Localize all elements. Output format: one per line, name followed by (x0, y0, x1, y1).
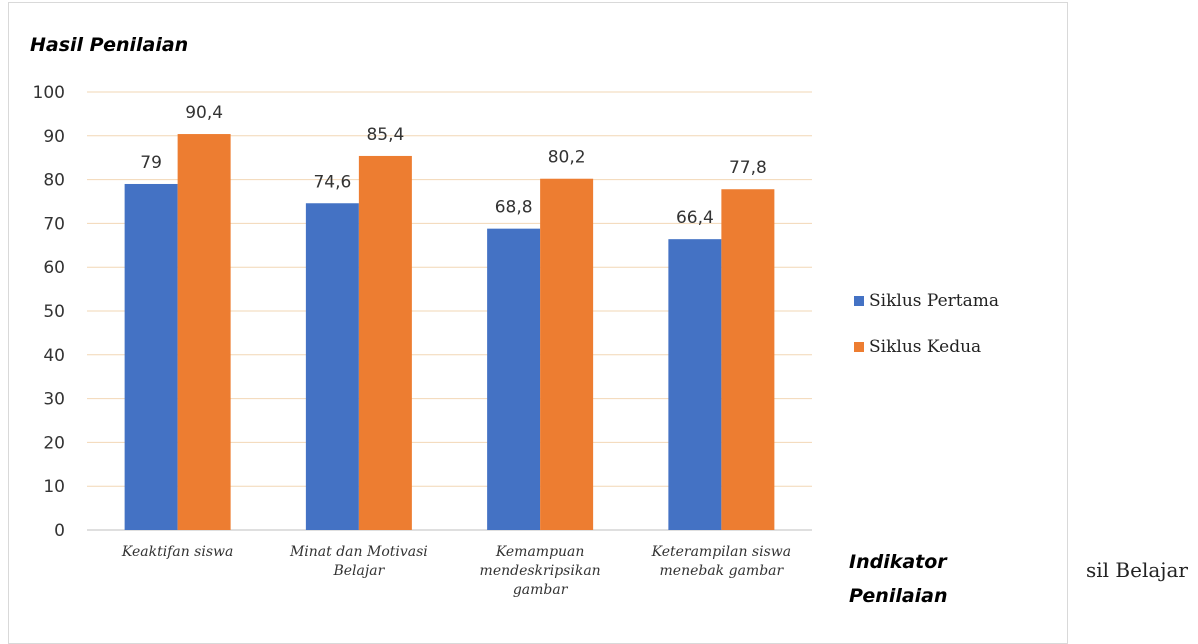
category-label-line: mendeskripsikan (480, 563, 601, 579)
category-label: Kemampuan mendeskripsikan gambar (480, 544, 601, 598)
data-label: 90,4 (185, 103, 223, 123)
category-label-line: Belajar (332, 563, 385, 579)
data-label: 85,4 (366, 125, 404, 145)
y-tick-label: 60 (43, 258, 65, 278)
bar-siklus-kedua (540, 178, 594, 530)
y-tick-label: 90 (43, 127, 65, 147)
category-label-line: gambar (513, 582, 569, 598)
bar-siklus-pertama (668, 239, 722, 530)
x-axis-title-line: Indikator (849, 551, 948, 573)
y-tick-label: 10 (43, 477, 65, 497)
data-label: 74,6 (313, 172, 351, 192)
bar-siklus-kedua (177, 134, 231, 530)
y-axis-ticks: 0 10 20 30 40 50 60 70 80 90 100 (33, 83, 65, 541)
data-labels: 79 90,4 74,6 85,4 68,8 80,2 66,4 77,8 (140, 103, 767, 228)
bar-siklus-pertama (305, 203, 359, 530)
legend-label: Siklus Pertama (869, 291, 999, 311)
legend-swatch (854, 296, 864, 306)
category-label-line: Keterampilan siswa (651, 544, 792, 560)
category-labels: Keaktifan siswa Minat dan Motivasi Belajar… (121, 544, 791, 598)
y-tick-label: 40 (43, 346, 65, 366)
data-label: 66,4 (676, 208, 714, 228)
data-label: 77,8 (729, 158, 767, 178)
y-tick-label: 20 (43, 433, 65, 453)
legend-swatch (854, 342, 864, 352)
y-tick-label: 70 (43, 214, 65, 234)
y-tick-label: 50 (43, 302, 65, 322)
x-axis-title-line: Penilaian (849, 585, 948, 607)
data-label: 80,2 (548, 148, 586, 168)
y-tick-label: 80 (43, 171, 65, 191)
data-label: 68,8 (495, 198, 533, 218)
category-label-line: menebak gambar (660, 563, 785, 579)
side-text: sil Belajar (1086, 558, 1188, 582)
y-tick-label: 100 (33, 83, 65, 103)
category-label: Minat dan Motivasi Belajar (289, 544, 428, 579)
legend-label: Siklus Kedua (869, 337, 981, 357)
bar-siklus-pertama (124, 183, 178, 531)
bar-siklus-kedua (358, 155, 412, 530)
data-label: 79 (140, 153, 162, 173)
y-axis-title: Hasil Penilaian (30, 34, 188, 56)
bar-siklus-pertama (487, 228, 541, 530)
category-label-line: Minat dan Motivasi (289, 544, 428, 560)
bar-chart: Hasil Penilaian 0 10 20 30 40 50 60 70 80 90 100 7… (30, 34, 1188, 607)
legend: Siklus Pertama Siklus Kedua (854, 291, 999, 357)
category-label: Keterampilan siswa menebak gambar (651, 544, 792, 579)
y-tick-label: 0 (54, 521, 65, 541)
bar-siklus-kedua (721, 189, 775, 530)
category-label: Keaktifan siswa (121, 544, 233, 560)
x-axis-title: Indikator Penilaian (849, 551, 948, 607)
y-tick-label: 30 (43, 390, 65, 410)
category-label-line: Kemampuan (495, 544, 585, 560)
category-label-line: Keaktifan siswa (121, 544, 233, 560)
bars (124, 134, 775, 531)
